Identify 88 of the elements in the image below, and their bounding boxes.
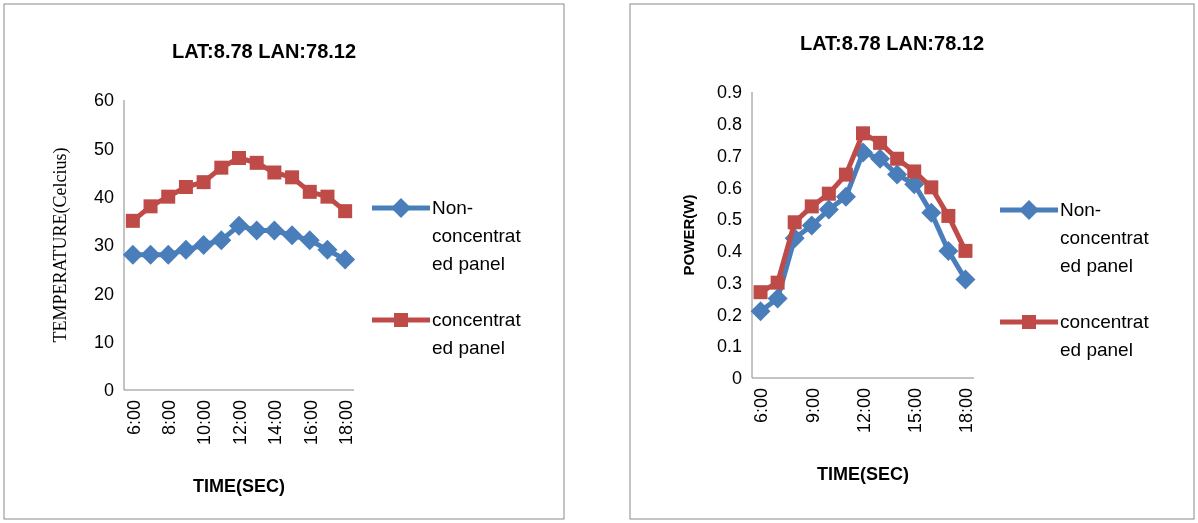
y-tick-label: 0 [103, 380, 114, 401]
y-tick-label: 20 [93, 283, 114, 304]
point [178, 180, 193, 194]
point [873, 135, 888, 150]
point [750, 301, 771, 322]
point [335, 249, 356, 270]
point [161, 189, 176, 204]
y-tick-label: 10 [93, 331, 114, 352]
point [770, 275, 785, 290]
point [246, 220, 267, 241]
point [856, 126, 870, 141]
y-tick-label: 0.8 [716, 114, 742, 135]
x-tick-label: 8:00 [159, 400, 180, 436]
point [175, 239, 196, 260]
point [320, 189, 335, 204]
point [787, 215, 802, 230]
point [890, 151, 905, 166]
x-axis-title: TIME(SEC) [817, 464, 909, 484]
x-axis-title: TIME(SEC) [193, 476, 285, 496]
point [214, 160, 229, 175]
point [232, 151, 246, 165]
point [264, 220, 285, 241]
point [302, 184, 317, 199]
point [211, 230, 232, 251]
chart-title: LAT:8.78 LAN:78.12 [799, 32, 985, 54]
point [229, 215, 249, 236]
y-tick-label: 0.7 [716, 145, 742, 166]
y-tick-label: 0.9 [716, 82, 742, 103]
x-tick-label: 10:00 [194, 400, 215, 446]
point [196, 175, 211, 190]
y-tick-label: 50 [93, 138, 114, 159]
point [285, 170, 300, 185]
x-tick-label: 9:00 [802, 388, 823, 424]
point [958, 243, 973, 258]
point [938, 240, 959, 261]
point [267, 165, 282, 180]
y-axis-title: POWER(W) [680, 194, 697, 276]
y-tick-label: 0.1 [716, 336, 742, 357]
point [801, 215, 822, 236]
point [818, 199, 839, 220]
legend-label: concentrated panel [1060, 311, 1150, 360]
x-tick-label: 6:00 [123, 400, 144, 436]
y-tick-label: 0.6 [716, 177, 742, 198]
y-tick-label: 30 [93, 235, 114, 256]
point [299, 230, 320, 251]
point [887, 164, 908, 185]
point [143, 199, 158, 214]
point [753, 285, 768, 300]
x-tick-label: 16:00 [300, 400, 321, 446]
point [317, 239, 338, 260]
x-tick-label: 6:00 [751, 388, 772, 424]
point [941, 208, 956, 223]
y-tick-label: 40 [93, 186, 114, 207]
point [767, 288, 788, 309]
legend-label: Non-concentrated panel [1060, 199, 1150, 276]
point [338, 204, 353, 219]
point [924, 180, 939, 195]
x-tick-label: 18:00 [335, 400, 356, 446]
point [955, 269, 976, 290]
legend-label: concentrated panel [432, 309, 522, 358]
point [870, 148, 891, 169]
x-tick-label: 12:00 [229, 400, 250, 446]
point [804, 199, 819, 214]
point [249, 155, 264, 170]
y-tick-label: 0.3 [716, 272, 742, 293]
y-tick-label: 0 [731, 368, 742, 389]
point [193, 235, 214, 255]
point [835, 186, 856, 207]
x-tick-label: 14:00 [265, 400, 286, 446]
point [921, 202, 942, 223]
point [907, 164, 922, 179]
point [838, 167, 853, 182]
chart-title: LAT:8.78 LAN:78.12 [171, 40, 357, 62]
point [140, 244, 161, 265]
point [158, 244, 179, 265]
y-tick-label: 0.4 [716, 241, 742, 262]
y-axis-title: TEMPERATURE(Celcius) [50, 147, 71, 343]
point [125, 213, 140, 228]
point [821, 186, 836, 201]
point [122, 244, 143, 265]
y-tick-label: 0.2 [716, 304, 742, 325]
y-tick-label: 0.5 [716, 209, 742, 230]
x-tick-label: 18:00 [956, 388, 977, 434]
legend-label: Non-concentrated panel [432, 197, 522, 274]
x-tick-label: 12:00 [853, 388, 874, 434]
y-tick-label: 60 [93, 90, 114, 111]
x-tick-label: 15:00 [905, 388, 926, 434]
point [282, 225, 303, 246]
